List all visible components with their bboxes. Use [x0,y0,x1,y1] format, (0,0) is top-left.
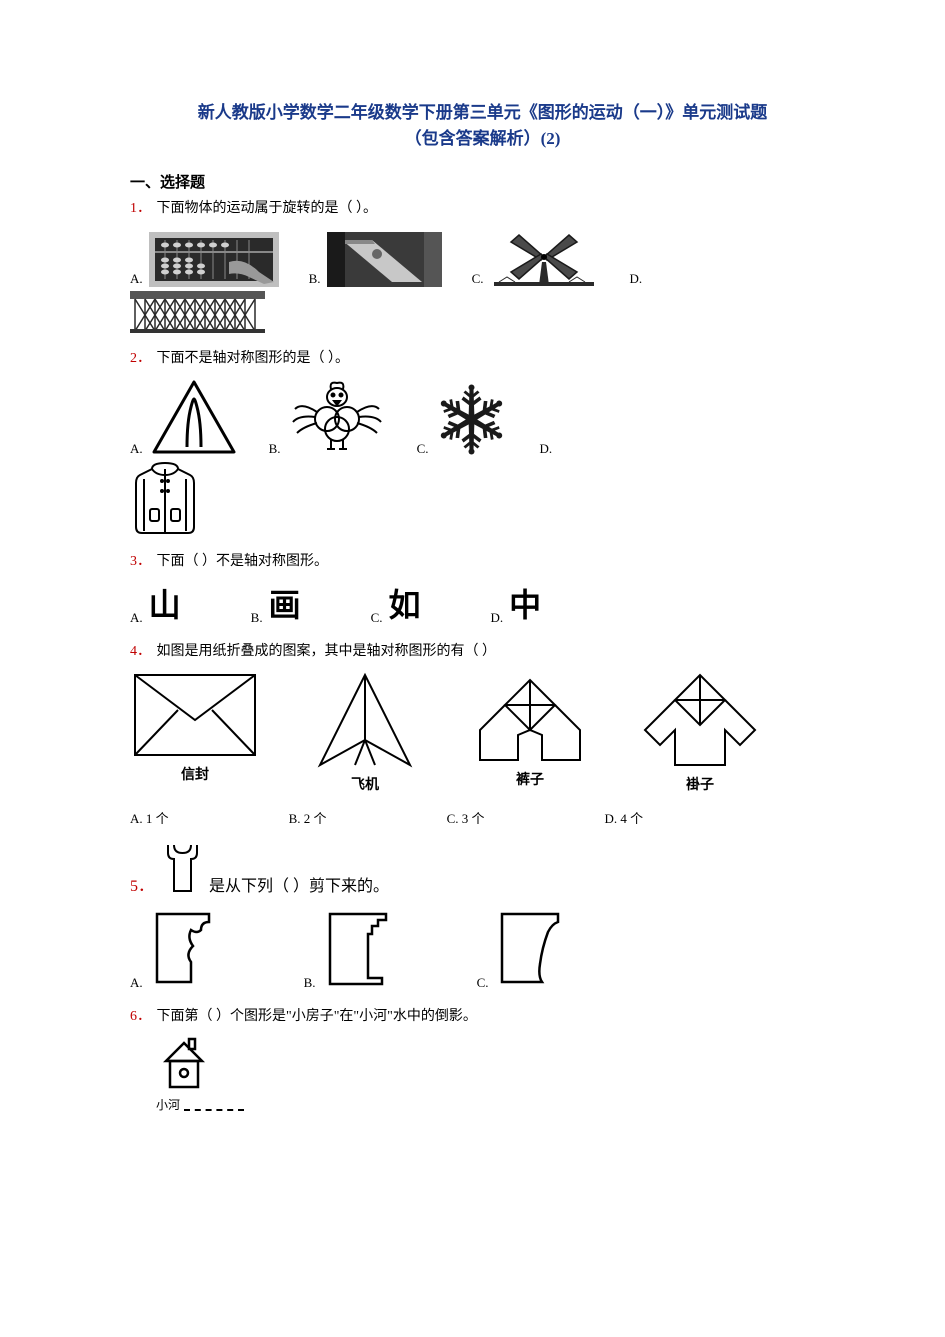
opt-label: D. [491,610,504,626]
slide-image [327,232,442,287]
q4-fig-pants: 裤子 [470,670,590,789]
pants-icon [470,670,590,765]
opt-label: A. [130,271,143,287]
opt-label: A. [130,441,143,457]
q4-number: 4． [130,644,151,659]
q3-opt-b: B. 画 [251,580,301,626]
q2-text: 下面不是轴对称图形的是（ ）。 [157,351,350,366]
title-line-2: （包含答案解析）(2) [130,126,835,152]
question-4: 4． 如图是用纸折叠成的图案，其中是轴对称图形的有（ ） [130,640,835,660]
opt-label: A. [130,610,143,626]
opt-label: C. [472,271,484,287]
caption-plane: 飞机 [351,774,379,794]
opt-label: B. [269,441,281,457]
q2-number: 2． [130,351,151,366]
q4-opt-d: D. 4 个 [604,808,643,827]
opt-label: B. [251,610,263,626]
opt-label: D. [539,441,552,457]
q4-text: 如图是用纸折叠成的图案，其中是轴对称图形的有（ ） [157,644,497,659]
river-line: 小河 [156,1096,835,1113]
q5-opt-c: C. [477,906,570,991]
caption-envelope: 信封 [181,764,209,784]
cut-shape-b-icon [322,906,397,991]
title-line-1: 新人教版小学数学二年级数学下册第三单元《图形的运动（一）》单元测试题 [130,100,835,126]
q2-opt-c: C. [417,382,510,457]
caption-pants: 裤子 [516,769,544,789]
house-icon [156,1033,211,1091]
q4-opt-a: A. 1 个 [130,808,169,827]
q1-opt-d: D. [629,271,642,287]
abacus-image [149,232,279,287]
q6-number: 6． [130,1009,151,1024]
envelope-icon [130,670,260,760]
q3-options: A. 山 B. 画 C. 如 D. 中 [130,580,835,626]
q3-number: 3． [130,554,151,569]
gate-image [130,291,265,333]
snowflake-icon [434,382,509,457]
q1-opt-b: B. [309,232,442,287]
plane-icon [310,670,420,770]
q5-number: 5． [130,872,154,896]
q1-opt-a: A. [130,232,279,287]
question-5: 5． 是从下列（ ）剪下来的。 [130,841,835,896]
q6-figure: 小河 [156,1033,835,1113]
caption-shirt: 褂子 [686,774,714,794]
opt-label: B. [304,975,316,991]
opt-label: C. [477,975,489,991]
windmill-image [489,227,599,287]
opt-label: A. [130,975,143,991]
char-shan: 山 [149,580,181,626]
q3-text: 下面（ ）不是轴对称图形。 [157,554,329,569]
q2-opt-a: A. [130,377,239,457]
cut-shape-a-icon [149,906,224,991]
question-2: 2． 下面不是轴对称图形的是（ ）。 [130,347,835,367]
q2-options: A. B. [130,377,835,457]
q2-opt-d: D. [539,441,552,457]
page-title: 新人教版小学数学二年级数学下册第三单元《图形的运动（一）》单元测试题 （包含答案… [130,100,835,151]
q3-opt-c: C. 如 [371,580,421,626]
q5-opt-b: B. [304,906,397,991]
q5-opt-a: A. [130,906,224,991]
q4-options: A. 1 个 B. 2 个 C. 3 个 D. 4 个 [130,808,835,827]
opt-label: C. [371,610,383,626]
q4-figures: 信封 飞机 裤子 褂子 [130,670,835,794]
q1-opt-c: C. [472,227,600,287]
river-label: 小河 [156,1096,180,1113]
opt-label: B. [309,271,321,287]
q4-fig-shirt: 褂子 [640,670,760,794]
opt-label: D. [629,271,642,287]
section-header-1: 一、选择题 [130,171,835,192]
q1-opt-d-img-row [130,291,835,333]
q1-options: A. [130,227,835,287]
question-6: 6． 下面第（ ）个图形是"小房子"在"小河"水中的倒影。 [130,1005,835,1025]
cut-shape-c-icon [494,906,569,991]
q2-opt-b: B. [269,377,387,457]
q1-number: 1． [130,201,151,216]
q1-text: 下面物体的运动属于旋转的是（ ）。 [157,201,378,216]
q4-opt-b: B. 2 个 [289,808,327,827]
question-3: 3． 下面（ ）不是轴对称图形。 [130,550,835,570]
char-ru: 如 [389,580,421,626]
char-zhong: 中 [509,580,541,626]
vest-icon [160,841,205,896]
dash-line-icon [184,1109,244,1111]
bird-icon [287,377,387,457]
char-hua: 画 [269,580,301,626]
shirt-icon [640,670,760,770]
q6-text: 下面第（ ）个图形是"小房子"在"小河"水中的倒影。 [157,1009,477,1024]
q3-opt-a: A. 山 [130,580,181,626]
q5-options: A. B. C. [130,906,835,991]
q4-fig-plane: 飞机 [310,670,420,794]
q5-text: 是从下列（ ）剪下来的。 [209,872,389,896]
q3-opt-d: D. 中 [491,580,542,626]
q2-opt-d-img-row [130,461,835,536]
triangle-sign-icon [149,377,239,457]
question-1: 1． 下面物体的运动属于旋转的是（ ）。 [130,197,835,217]
jacket-icon [130,461,200,536]
opt-label: C. [417,441,429,457]
q4-fig-envelope: 信封 [130,670,260,784]
q4-opt-c: C. 3 个 [447,808,485,827]
